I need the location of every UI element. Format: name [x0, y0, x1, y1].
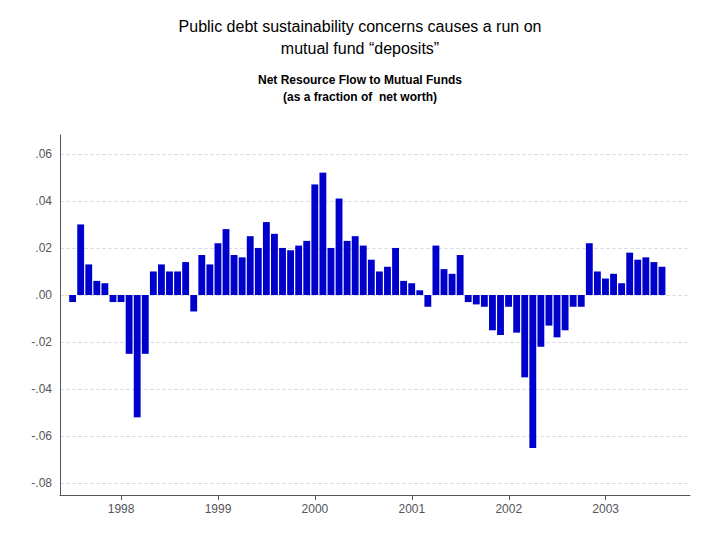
svg-text:2000: 2000: [302, 502, 329, 516]
svg-text:(as a fraction of net worth): (as a fraction of net worth): [283, 90, 437, 104]
svg-text:mutual fund “deposits”: mutual fund “deposits”: [281, 40, 439, 57]
svg-text:.04: .04: [35, 194, 52, 208]
svg-text:.06: .06: [35, 147, 52, 161]
svg-text:-.02: -.02: [31, 335, 52, 349]
svg-text:Public debt sustainability con: Public debt sustainability concerns caus…: [179, 18, 542, 35]
svg-text:2003: 2003: [592, 502, 619, 516]
svg-text:1998: 1998: [108, 502, 135, 516]
svg-text:2001: 2001: [398, 502, 425, 516]
svg-text:-.06: -.06: [31, 429, 52, 443]
svg-text:-.08: -.08: [31, 476, 52, 490]
svg-text:.00: .00: [35, 288, 52, 302]
svg-text:.02: .02: [35, 241, 52, 255]
svg-text:-.04: -.04: [31, 382, 52, 396]
svg-text:2002: 2002: [495, 502, 522, 516]
svg-text:Net Resource Flow to Mutual Fu: Net Resource Flow to Mutual Funds: [258, 73, 462, 87]
svg-text:1999: 1999: [205, 502, 232, 516]
